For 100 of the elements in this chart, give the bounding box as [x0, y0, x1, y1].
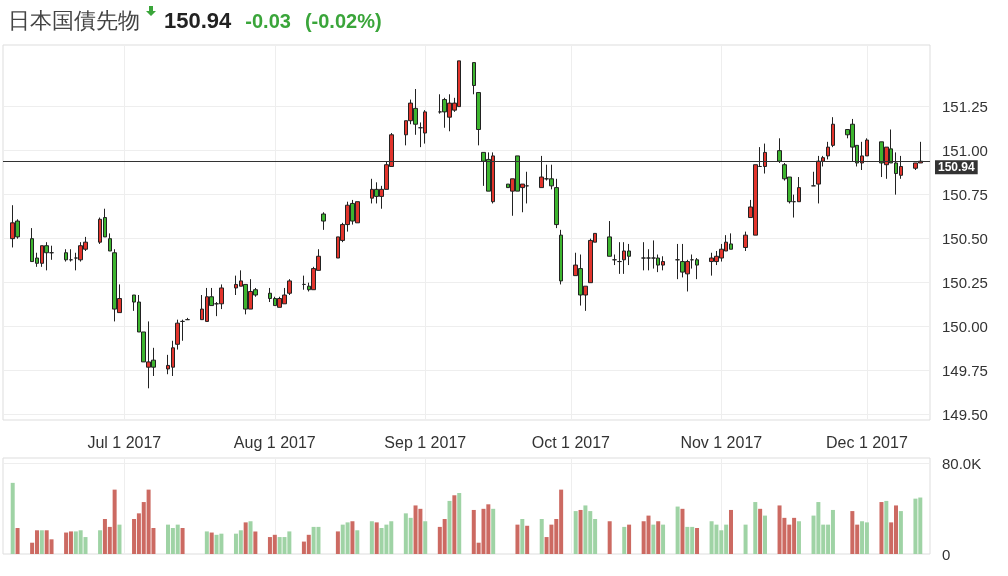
bar	[583, 505, 588, 554]
bar	[622, 526, 627, 554]
bar	[680, 508, 685, 554]
bar	[253, 531, 258, 554]
bar	[709, 521, 714, 554]
bar	[525, 525, 530, 554]
candlestick	[675, 243, 680, 280]
bar	[661, 524, 666, 554]
bar	[762, 515, 767, 554]
y-tick-label: 150.25	[942, 274, 988, 292]
bar	[243, 522, 248, 554]
bar	[573, 511, 578, 554]
bar	[457, 493, 462, 554]
candlestick	[743, 231, 748, 252]
candlestick	[287, 278, 292, 296]
bar	[695, 528, 700, 554]
bar	[277, 537, 282, 554]
bar	[214, 534, 219, 554]
bar	[374, 522, 379, 554]
bar	[864, 522, 869, 554]
candlestick	[826, 141, 830, 160]
bar	[355, 530, 360, 554]
y-tick-label: 150.50	[942, 230, 988, 248]
bar	[408, 517, 413, 554]
candlestick	[180, 319, 185, 342]
candlestick	[816, 155, 821, 204]
chart-title: 日本国債先物	[8, 7, 140, 35]
bar	[117, 524, 122, 554]
bar	[777, 505, 782, 554]
bar	[830, 509, 835, 554]
bar	[350, 521, 355, 554]
bar	[34, 530, 39, 554]
candlestick	[423, 109, 427, 145]
candlestick	[617, 241, 622, 275]
bar	[753, 502, 758, 554]
x-tick-label: Sep 1 2017	[384, 433, 467, 451]
bar	[15, 528, 20, 554]
candlestick	[607, 220, 612, 257]
bar	[685, 526, 690, 554]
bar	[272, 534, 277, 554]
bar	[413, 505, 418, 554]
bar	[850, 511, 855, 554]
bar	[248, 521, 253, 554]
bar	[520, 518, 525, 554]
y-tick-label: 149.50	[942, 406, 988, 424]
bar	[860, 521, 865, 554]
candlestick	[302, 275, 306, 291]
x-tick-label: Aug 1 2017	[233, 433, 316, 451]
bar	[369, 521, 374, 554]
bar	[64, 532, 69, 554]
bar	[884, 500, 889, 554]
bar	[743, 524, 748, 554]
candlestick	[777, 137, 782, 164]
bar	[166, 524, 171, 554]
bar	[447, 500, 452, 554]
bar	[651, 524, 656, 554]
bar	[68, 531, 73, 554]
bar	[146, 489, 151, 554]
candlestick	[695, 257, 699, 280]
bar	[646, 515, 651, 554]
candlestick	[476, 92, 481, 146]
bar	[238, 530, 243, 554]
bar	[204, 531, 209, 554]
candlestick	[69, 248, 73, 263]
x-tick-label: Oct 1 2017	[531, 433, 611, 451]
bar	[515, 524, 520, 554]
bar	[10, 482, 15, 554]
bar	[539, 518, 544, 554]
bar	[112, 489, 117, 554]
candlestick	[108, 232, 112, 252]
y-tick-label: 80.0K	[942, 455, 982, 473]
bar	[816, 502, 821, 554]
text: 150.94	[164, 8, 232, 34]
x-tick-label: Dec 1 2017	[825, 433, 908, 451]
bar	[758, 508, 763, 554]
bar	[879, 502, 884, 554]
bar	[442, 518, 447, 554]
y-tick-label: 149.75	[942, 362, 988, 380]
bar	[180, 528, 185, 554]
bar	[316, 526, 321, 554]
candlestick	[472, 62, 476, 95]
x-tick-label: Jul 1 2017	[87, 433, 162, 451]
bar	[491, 508, 496, 554]
bar	[379, 528, 384, 554]
bar	[714, 524, 719, 554]
y-tick-label: 150.75	[942, 186, 988, 204]
candlestick	[651, 239, 656, 270]
candlestick	[64, 248, 68, 263]
candlestick	[612, 254, 617, 266]
x-tick-label: Nov 1 2017	[680, 433, 763, 451]
bar	[209, 532, 214, 554]
candlestick	[559, 229, 563, 285]
bar	[607, 521, 612, 554]
bar	[345, 522, 350, 554]
candlestick	[763, 143, 767, 175]
y-tick-label: 151.25	[942, 98, 988, 116]
y-tick-label: 0	[942, 545, 951, 563]
candlestick	[831, 116, 835, 148]
bar	[306, 534, 311, 554]
bar	[656, 521, 661, 554]
